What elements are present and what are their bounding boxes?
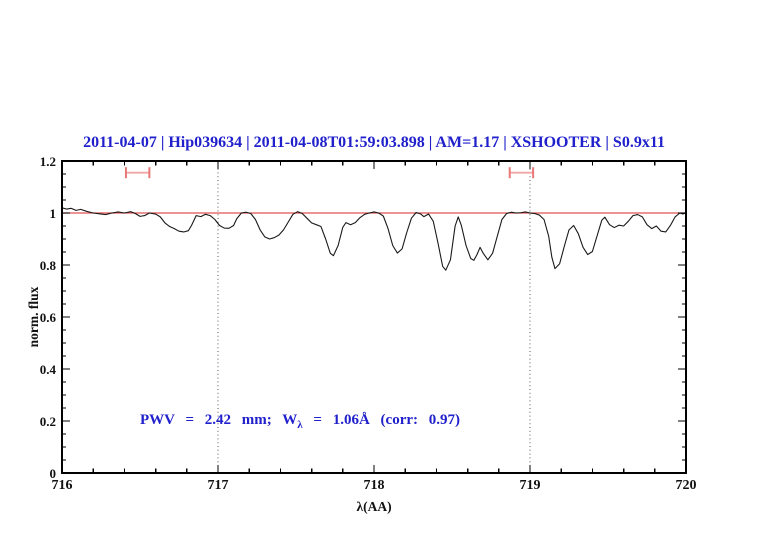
- pwv-annotation-text-end: = 1.06Å (corr: 0.97): [302, 412, 460, 428]
- x-tick-label: 717: [207, 478, 229, 493]
- plot-title: 2011-04-07 | Hip039634 | 2011-04-08T01:5…: [83, 134, 665, 151]
- x-tick-label: 718: [363, 478, 385, 493]
- y-tick-label: 0.4: [39, 361, 56, 377]
- y-tick-label: 1: [49, 205, 57, 221]
- x-tick-label: 716: [51, 478, 73, 493]
- pwv-annotation-text: PWV = 2.42 mm; W: [140, 412, 298, 428]
- y-tick-label: 0.2: [39, 413, 56, 429]
- x-axis-label: λ(AA): [356, 499, 392, 514]
- y-tick-label: 0.6: [39, 309, 56, 325]
- x-tick-label: 719: [519, 478, 541, 493]
- y-tick-label: 1.2: [39, 153, 56, 169]
- spectrum-line: [61, 207, 687, 271]
- x-tick-label: 720: [675, 478, 697, 493]
- y-tick-label: 0: [49, 465, 57, 481]
- y-tick-label: 0.8: [39, 257, 56, 273]
- lambda-subscript: λ: [297, 419, 303, 431]
- pwv-annotation: PWV = 2.42 mm; Wλ = 1.06Å (corr: 0.97): [140, 410, 460, 431]
